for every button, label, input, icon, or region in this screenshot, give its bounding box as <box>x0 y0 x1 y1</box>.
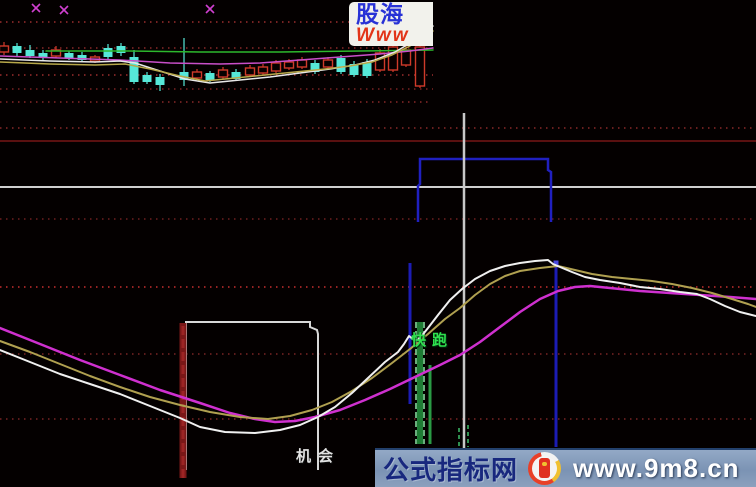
candle-body-up <box>374 52 386 71</box>
x-mark-icon <box>59 5 69 15</box>
candle-body-down <box>25 50 35 56</box>
candle-body-down <box>349 64 359 75</box>
candle-body-up <box>387 46 399 71</box>
candle-body-down <box>310 63 320 72</box>
candle-body-down <box>142 75 152 82</box>
candle-body-down <box>12 46 22 53</box>
chance-signal-label: 机会 <box>296 448 341 465</box>
candle-body-down <box>155 77 165 85</box>
candle-body-up <box>322 59 334 68</box>
9m8-site-name: 公式指标网 <box>383 455 519 485</box>
candle-body-up <box>296 59 308 68</box>
candle-body-down <box>38 53 48 58</box>
candle-body-down <box>231 72 241 79</box>
ma-white <box>0 25 434 84</box>
guhai-watermark: 股海 Www <box>349 2 433 46</box>
candle-body-up <box>283 61 295 69</box>
guhai-url-text: Www <box>356 25 410 46</box>
9m8-logo-glyph <box>539 458 551 478</box>
x-mark-icon <box>31 3 41 13</box>
ma-green <box>45 49 434 53</box>
candle-body-up <box>257 66 269 74</box>
candle-body-up <box>270 62 282 72</box>
ma-magenta <box>0 47 434 65</box>
candle-body-up <box>191 71 203 79</box>
9m8-logo-icon <box>528 452 562 485</box>
candle-body-down <box>116 46 126 53</box>
candle-body-down <box>362 62 372 76</box>
osc-white <box>0 259 756 434</box>
candle-body-down <box>205 73 215 80</box>
candle-body-down <box>64 53 74 58</box>
candle-body-down <box>336 58 346 72</box>
osc-yellow <box>0 265 756 420</box>
9m8-watermark-bar: 公式指标网 www.9m8.cn <box>375 448 756 487</box>
9m8-logo-dot <box>542 462 548 466</box>
candle-body-up <box>414 46 426 87</box>
ma-yellow <box>0 30 434 82</box>
candle-body-up <box>0 45 10 53</box>
blue-dot <box>553 260 559 266</box>
guhai-brand-text: 股海 <box>356 2 404 27</box>
x-mark-icon <box>205 4 215 14</box>
osc-magenta <box>0 284 756 424</box>
white-pulse <box>185 321 319 470</box>
candle-body-down <box>129 57 139 82</box>
candle-body-down <box>77 55 87 60</box>
9m8-url-text: www.9m8.cn <box>573 453 740 483</box>
candle-body-down <box>103 48 113 57</box>
signal-band-blue-pulse <box>416 157 553 222</box>
candle-body-down <box>179 72 189 80</box>
candle-body-up <box>244 67 256 76</box>
candle-body-up <box>217 69 229 78</box>
run-signal-label: 快跑 <box>411 332 454 349</box>
candle-body-up <box>50 49 62 57</box>
